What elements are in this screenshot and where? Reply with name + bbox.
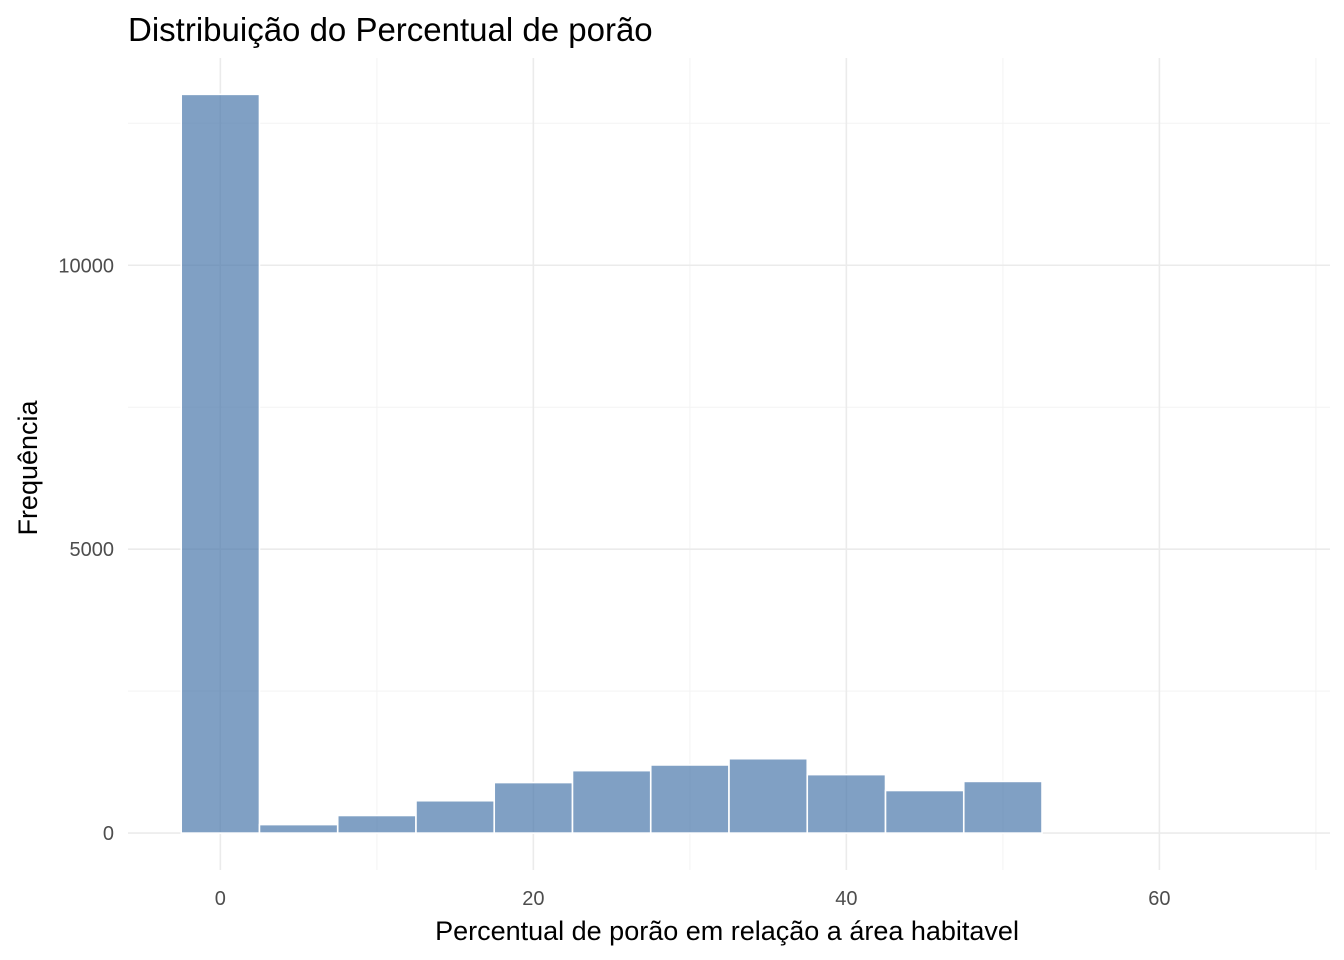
bars xyxy=(180,93,1043,834)
x-tick-label: 0 xyxy=(215,888,226,910)
x-tick-label: 60 xyxy=(1148,888,1170,910)
x-axis-ticks: 0 20 40 60 xyxy=(215,888,1171,910)
histogram-bar xyxy=(884,789,965,834)
y-axis-title: Frequência xyxy=(13,399,43,535)
histogram-bar xyxy=(336,814,417,834)
grid-lines xyxy=(128,58,1330,870)
y-axis-ticks: 0 5000 10000 xyxy=(58,255,114,845)
x-axis-title: Percentual de porão em relação a área ha… xyxy=(435,916,1019,946)
y-tick-label: 10000 xyxy=(58,255,114,277)
x-tick-label: 40 xyxy=(835,888,857,910)
histogram-bar xyxy=(258,823,339,834)
histogram-bar xyxy=(728,757,809,834)
histogram-bar xyxy=(649,764,730,834)
x-tick-label: 20 xyxy=(522,888,544,910)
histogram-bar xyxy=(806,773,887,834)
y-tick-label: 5000 xyxy=(70,539,115,561)
histogram-bar xyxy=(415,799,496,834)
chart-title: Distribuição do Percentual de porão xyxy=(128,11,653,48)
histogram-bar xyxy=(571,769,652,834)
histogram-bar xyxy=(962,780,1043,834)
y-tick-label: 0 xyxy=(103,823,114,845)
histogram-bar xyxy=(493,781,574,834)
histogram-bar xyxy=(180,93,261,834)
